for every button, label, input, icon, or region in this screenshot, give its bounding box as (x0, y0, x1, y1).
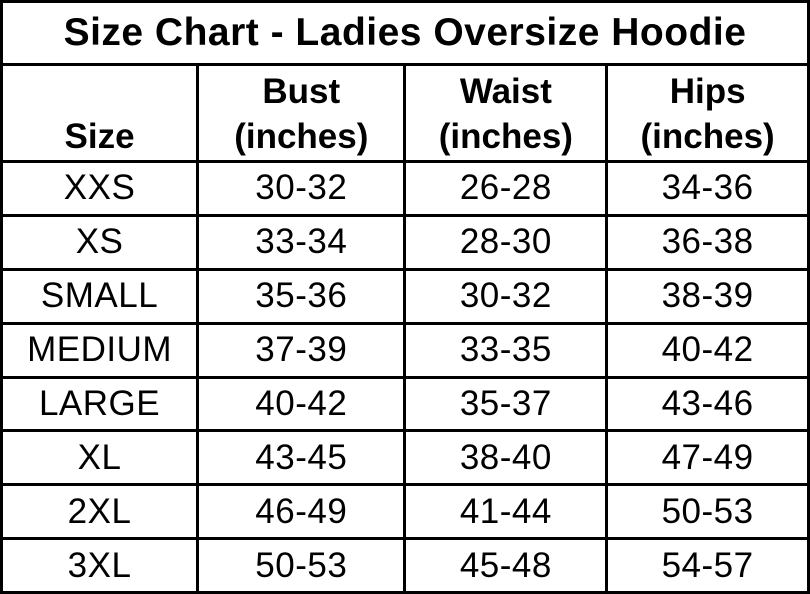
header-waist-label: Waist (459, 72, 552, 112)
column-header-waist: Waist (inches) (403, 63, 609, 163)
table-row-small: SMALL 35-36 30-32 38-39 (0, 267, 810, 325)
header-size-label: Size (64, 117, 135, 157)
bust-value: 46-49 (196, 483, 407, 541)
size-label: XS (0, 213, 200, 271)
size-label: SMALL (0, 267, 200, 325)
size-label: LARGE (0, 375, 200, 433)
header-hips-label: Hips (669, 72, 746, 112)
size-label: 2XL (0, 483, 200, 541)
hips-value: 38-39 (605, 267, 810, 325)
table-row-xxs: XXS 30-32 26-28 34-36 (0, 160, 810, 217)
size-label: XL (0, 429, 200, 487)
table-row-medium: MEDIUM 37-39 33-35 40-42 (0, 321, 810, 379)
header-bust-unit: (inches) (234, 117, 369, 157)
table-row-xl: XL 43-45 38-40 47-49 (0, 429, 810, 487)
waist-value: 33-35 (403, 321, 609, 379)
bust-value: 43-45 (196, 429, 407, 487)
hips-value: 34-36 (605, 160, 810, 217)
column-header-bust: Bust (inches) (196, 63, 407, 163)
hips-value: 50-53 (605, 483, 810, 541)
bust-value: 33-34 (196, 213, 407, 271)
waist-value: 28-30 (403, 213, 609, 271)
size-label: MEDIUM (0, 321, 200, 379)
waist-value: 35-37 (403, 375, 609, 433)
hips-value: 47-49 (605, 429, 810, 487)
column-header-hips: Hips (inches) (605, 63, 810, 163)
waist-value: 38-40 (403, 429, 609, 487)
table-row-3xl: 3XL 50-53 45-48 54-57 (0, 537, 810, 594)
title-row: Size Chart - Ladies Oversize Hoodie (0, 0, 810, 66)
bust-value: 37-39 (196, 321, 407, 379)
table-row-xs: XS 33-34 28-30 36-38 (0, 213, 810, 271)
column-header-size: Size (0, 63, 200, 163)
size-label: 3XL (0, 537, 200, 594)
chart-title: Size Chart - Ladies Oversize Hoodie (0, 0, 810, 66)
header-row: Size Bust (inches) Waist (inches) Hips (… (0, 63, 810, 163)
hips-value: 36-38 (605, 213, 810, 271)
waist-value: 41-44 (403, 483, 609, 541)
table-row-2xl: 2XL 46-49 41-44 50-53 (0, 483, 810, 541)
hips-value: 54-57 (605, 537, 810, 594)
bust-value: 50-53 (196, 537, 407, 594)
header-bust-label: Bust (262, 72, 341, 112)
waist-value: 45-48 (403, 537, 609, 594)
size-label: XXS (0, 160, 200, 217)
hips-value: 43-46 (605, 375, 810, 433)
bust-value: 40-42 (196, 375, 407, 433)
bust-value: 35-36 (196, 267, 407, 325)
table-row-large: LARGE 40-42 35-37 43-46 (0, 375, 810, 433)
bust-value: 30-32 (196, 160, 407, 217)
waist-value: 26-28 (403, 160, 609, 217)
header-hips-unit: (inches) (640, 117, 775, 157)
hips-value: 40-42 (605, 321, 810, 379)
waist-value: 30-32 (403, 267, 609, 325)
header-waist-unit: (inches) (438, 117, 573, 157)
